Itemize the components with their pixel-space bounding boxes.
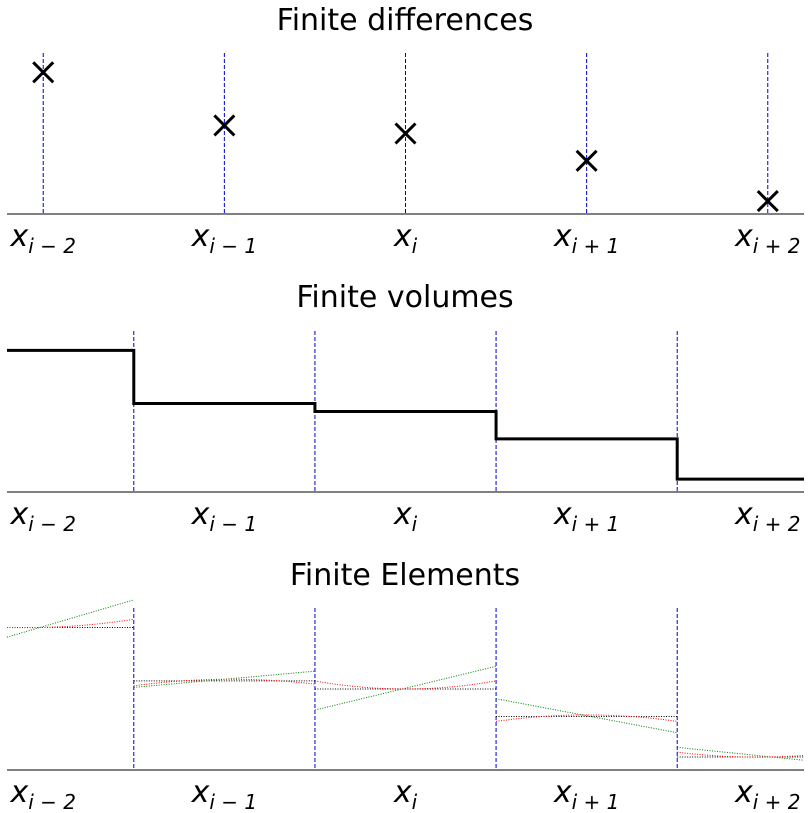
x-tick-labels: xi − 2 xi − 1 xi xi + 1 xi + 2: [9, 219, 800, 258]
finite-elements-title: Finite Elements: [290, 558, 520, 593]
element-curve: [314, 680, 497, 690]
x-tick-label: xi: [393, 219, 418, 258]
x-marker-stroke: [575, 149, 598, 172]
x-tick-label: xi + 1: [553, 497, 620, 536]
x-tick-label: xi − 1: [191, 775, 258, 813]
x-marker-stroke: [213, 114, 236, 137]
x-tick-label: xi + 2: [734, 775, 801, 813]
x-tick-label: xi: [393, 497, 418, 536]
x-marker: [756, 190, 779, 213]
element-curve: [6, 599, 134, 638]
x-marker-stroke: [32, 61, 55, 84]
x-tick-label: xi + 1: [553, 775, 620, 813]
step-line: [7, 348, 804, 481]
finite-volumes-title: Finite volumes: [296, 280, 513, 315]
x-marker: [394, 122, 417, 145]
element-curve: [677, 751, 805, 758]
x-marker: [213, 114, 236, 137]
x-tick-label: xi + 1: [553, 219, 620, 258]
data-marks: [7, 348, 804, 481]
x-tick-label: xi − 2: [9, 775, 76, 813]
x-marker: [32, 61, 55, 84]
element-curve: [314, 665, 497, 711]
x-marker-stroke: [756, 190, 779, 213]
x-marker: [575, 149, 598, 172]
x-tick-label: xi: [393, 775, 418, 813]
x-tick-label: xi + 2: [734, 497, 801, 536]
element-curve: [677, 746, 805, 761]
x-tick-label: xi − 1: [191, 219, 258, 258]
data-marks: [6, 599, 805, 761]
element-curve: [496, 714, 678, 722]
element-curve: [495, 698, 678, 734]
x-marker-stroke: [394, 122, 417, 145]
finite-volumes-panel: Finite volumes xi − 2 xi − 1 xi xi + 1 xi + …: [7, 280, 804, 536]
finite-differences-title: Finite differences: [277, 3, 534, 38]
x-tick-labels: xi − 2 xi − 1 xi xi + 1 xi + 2: [9, 775, 800, 813]
x-tick-label: xi − 2: [9, 497, 76, 536]
x-tick-label: xi − 1: [191, 497, 258, 536]
x-tick-label: xi − 2: [9, 219, 76, 258]
grid-lines: [133, 608, 678, 770]
element-curve: [133, 678, 315, 687]
x-tick-label: xi + 2: [734, 219, 801, 258]
data-marks: [32, 61, 779, 213]
x-tick-labels: xi − 2 xi − 1 xi xi + 1 xi + 2: [9, 497, 800, 536]
element-curve: [6, 618, 134, 629]
finite-elements-panel: Finite Elements xi − 2 xi − 1 xi xi + 1 xi +…: [6, 558, 805, 813]
